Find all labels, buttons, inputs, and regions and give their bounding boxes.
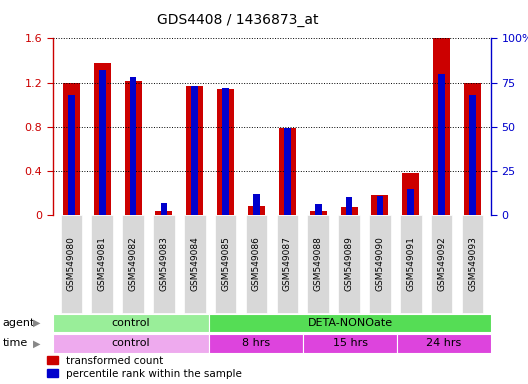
Bar [130,77,136,215]
FancyBboxPatch shape [153,215,175,313]
Text: time: time [3,338,28,348]
Bar [99,70,106,215]
FancyBboxPatch shape [307,215,329,313]
Text: DETA-NONOate: DETA-NONOate [308,318,393,328]
FancyBboxPatch shape [122,215,144,313]
FancyBboxPatch shape [369,215,391,313]
FancyBboxPatch shape [215,215,237,313]
Text: GSM549086: GSM549086 [252,237,261,291]
Text: GSM549085: GSM549085 [221,237,230,291]
Bar [186,86,203,215]
Bar [93,63,111,215]
FancyBboxPatch shape [246,215,267,313]
FancyBboxPatch shape [53,314,209,332]
Bar [217,89,234,215]
Text: GSM549091: GSM549091 [407,237,416,291]
Bar [315,204,322,215]
Bar [408,189,414,215]
Text: GSM549092: GSM549092 [437,237,446,291]
FancyBboxPatch shape [277,215,298,313]
Bar [155,210,172,215]
Text: GSM549081: GSM549081 [98,237,107,291]
Bar [279,128,296,215]
Text: GSM549093: GSM549093 [468,237,477,291]
Text: 15 hrs: 15 hrs [333,338,367,348]
FancyBboxPatch shape [431,215,452,313]
Bar [376,195,383,215]
Bar [191,86,198,215]
Text: control: control [112,338,150,348]
FancyBboxPatch shape [184,215,205,313]
Text: GSM549090: GSM549090 [375,237,384,291]
Text: 24 hrs: 24 hrs [427,338,461,348]
Bar [464,83,481,215]
Text: GSM549088: GSM549088 [314,237,323,291]
FancyBboxPatch shape [61,215,82,313]
Text: GSM549084: GSM549084 [190,237,199,291]
Bar [63,83,80,215]
Text: control: control [112,318,150,328]
FancyBboxPatch shape [338,215,360,313]
Text: ▶: ▶ [33,338,41,348]
FancyBboxPatch shape [209,334,303,353]
Bar [310,210,327,215]
FancyBboxPatch shape [397,334,491,353]
Text: GSM549083: GSM549083 [159,237,168,291]
FancyBboxPatch shape [461,215,483,313]
Text: GSM549080: GSM549080 [67,237,76,291]
Text: ▶: ▶ [33,318,41,328]
FancyBboxPatch shape [91,215,113,313]
Text: GDS4408 / 1436873_at: GDS4408 / 1436873_at [157,13,318,27]
Legend: transformed count, percentile rank within the sample: transformed count, percentile rank withi… [48,356,242,379]
Bar [346,197,353,215]
Bar [438,74,445,215]
Bar [341,207,357,215]
Text: GSM549082: GSM549082 [128,237,137,291]
Text: GSM549089: GSM549089 [345,237,354,291]
Bar [433,38,450,215]
Bar [125,81,142,215]
FancyBboxPatch shape [303,334,397,353]
FancyBboxPatch shape [53,334,209,353]
Text: agent: agent [3,318,35,328]
Text: GSM549087: GSM549087 [283,237,292,291]
Bar [68,95,75,215]
Text: 8 hrs: 8 hrs [242,338,270,348]
Bar [222,88,229,215]
Bar [284,129,291,215]
Bar [372,195,389,215]
Bar [469,95,476,215]
FancyBboxPatch shape [400,215,421,313]
Bar [248,206,265,215]
Bar [253,194,260,215]
Bar [161,203,167,215]
Bar [402,173,419,215]
FancyBboxPatch shape [209,314,491,332]
